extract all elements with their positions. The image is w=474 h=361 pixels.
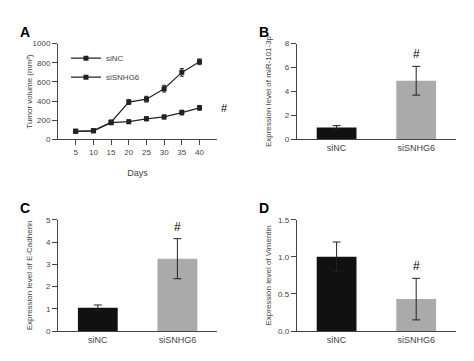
svg-text:5: 5	[73, 148, 78, 157]
svg-text:0: 0	[285, 135, 290, 144]
svg-text:B: B	[259, 24, 269, 40]
svg-text:1: 1	[46, 305, 51, 314]
svg-text:35: 35	[177, 148, 186, 157]
svg-text:#: #	[221, 102, 228, 114]
svg-text:15: 15	[107, 148, 116, 157]
svg-text:siNC: siNC	[106, 54, 124, 63]
svg-text:10: 10	[89, 148, 98, 157]
svg-text:3: 3	[46, 260, 51, 269]
svg-text:Expression level of miR-101-3p: Expression level of miR-101-3p	[264, 35, 273, 147]
svg-text:0.5: 0.5	[278, 290, 290, 299]
svg-text:4: 4	[46, 238, 51, 247]
svg-text:8: 8	[285, 39, 290, 48]
svg-text:0.0: 0.0	[278, 327, 290, 336]
svg-text:Tumor volume (mm³): Tumor volume (mm³)	[25, 54, 34, 129]
svg-text:800: 800	[37, 59, 51, 68]
svg-text:30: 30	[160, 148, 169, 157]
svg-text:20: 20	[124, 148, 133, 157]
svg-text:4: 4	[285, 87, 290, 96]
svg-text:#: #	[174, 220, 181, 234]
svg-text:1.5: 1.5	[278, 216, 290, 225]
svg-text:1.0: 1.0	[278, 253, 290, 262]
svg-text:40: 40	[195, 148, 204, 157]
svg-text:C: C	[20, 200, 30, 216]
svg-text:Expression level of Vimentin: Expression level of Vimentin	[264, 225, 273, 325]
svg-text:siSNHG6: siSNHG6	[397, 335, 435, 345]
svg-text:0: 0	[46, 135, 51, 144]
svg-text:0: 0	[46, 327, 51, 336]
svg-text:2: 2	[46, 282, 51, 291]
svg-text:25: 25	[142, 148, 151, 157]
svg-text:D: D	[259, 200, 269, 216]
svg-text:siSNHG6: siSNHG6	[106, 73, 140, 82]
svg-text:siNC: siNC	[88, 335, 108, 345]
svg-text:Expression level of E-Cadherin: Expression level of E-Cadherin	[25, 220, 34, 330]
svg-text:#: #	[413, 259, 420, 273]
svg-text:5: 5	[46, 216, 51, 225]
svg-text:A: A	[20, 24, 30, 40]
svg-text:400: 400	[37, 97, 51, 106]
svg-text:siSNHG6: siSNHG6	[159, 335, 197, 345]
svg-text:1000: 1000	[33, 39, 51, 48]
svg-text:#: #	[413, 47, 420, 61]
svg-text:siNC: siNC	[327, 143, 347, 153]
svg-text:6: 6	[285, 63, 290, 72]
svg-text:200: 200	[37, 116, 51, 125]
svg-text:siSNHG6: siSNHG6	[397, 143, 435, 153]
svg-text:Days: Days	[127, 168, 148, 178]
svg-text:siNC: siNC	[327, 335, 347, 345]
svg-text:600: 600	[37, 78, 51, 87]
svg-text:2: 2	[285, 111, 290, 120]
